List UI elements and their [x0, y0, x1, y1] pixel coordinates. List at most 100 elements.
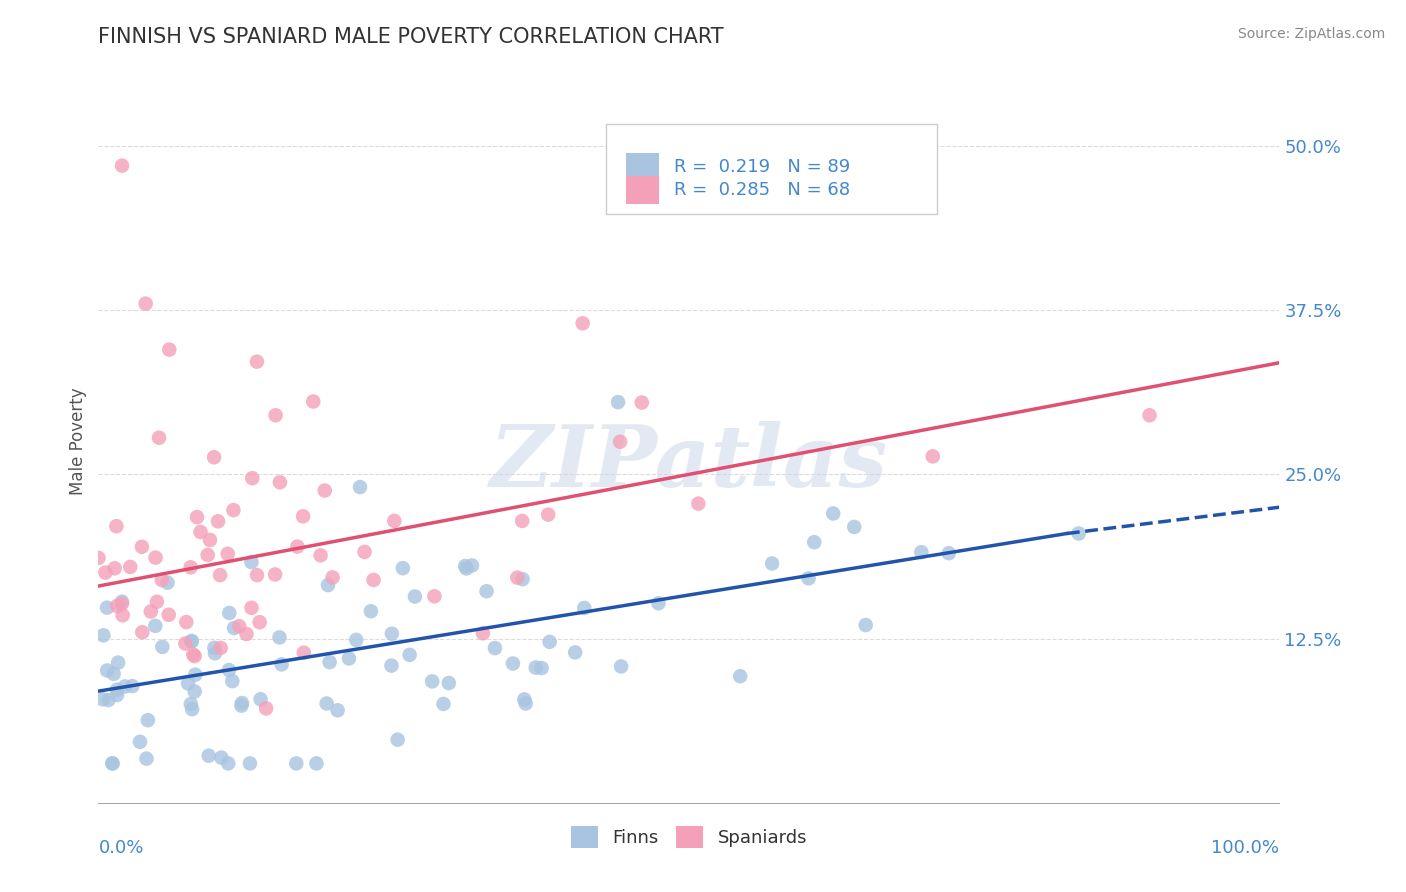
- Text: FINNISH VS SPANIARD MALE POVERTY CORRELATION CHART: FINNISH VS SPANIARD MALE POVERTY CORRELA…: [98, 27, 724, 46]
- Point: [285, 756, 308, 771]
- Point: [1139, 409, 1161, 423]
- Point: [97, 693, 120, 707]
- Point: [610, 659, 633, 673]
- Point: [111, 597, 134, 611]
- Point: [239, 756, 262, 771]
- Point: [269, 631, 291, 645]
- Point: [145, 550, 167, 565]
- Point: [571, 316, 593, 330]
- Point: [202, 640, 225, 655]
- Point: [938, 546, 960, 560]
- Point: [249, 692, 271, 706]
- Point: [315, 697, 337, 711]
- Point: [87, 550, 110, 565]
- Point: [387, 732, 409, 747]
- Point: [186, 510, 208, 524]
- Point: [910, 545, 932, 559]
- Point: [190, 524, 212, 539]
- Point: [101, 756, 124, 771]
- Point: [105, 682, 128, 697]
- Point: [609, 434, 631, 449]
- Point: [398, 648, 420, 662]
- Point: [456, 561, 478, 575]
- Text: R =  0.219   N = 89: R = 0.219 N = 89: [673, 158, 849, 176]
- Point: [264, 567, 287, 582]
- Point: [218, 663, 240, 677]
- Point: [360, 604, 382, 618]
- Text: Source: ZipAtlas.com: Source: ZipAtlas.com: [1237, 27, 1385, 41]
- Point: [797, 571, 820, 585]
- Y-axis label: Male Poverty: Male Poverty: [69, 388, 87, 495]
- Point: [471, 626, 494, 640]
- Point: [240, 471, 263, 485]
- Point: [302, 394, 325, 409]
- Point: [139, 605, 162, 619]
- Point: [823, 507, 845, 521]
- Point: [761, 557, 783, 571]
- Text: 100.0%: 100.0%: [1212, 838, 1279, 857]
- Point: [309, 549, 332, 563]
- Point: [131, 540, 153, 554]
- Point: [392, 561, 415, 575]
- Point: [94, 566, 117, 580]
- Point: [135, 296, 157, 310]
- Point: [240, 600, 263, 615]
- Point: [432, 697, 454, 711]
- Point: [423, 590, 446, 604]
- Point: [921, 450, 943, 464]
- Point: [254, 701, 277, 715]
- Point: [269, 475, 291, 490]
- Point: [202, 450, 225, 465]
- Point: [183, 684, 205, 698]
- Text: 0.0%: 0.0%: [98, 838, 143, 857]
- Point: [322, 570, 344, 584]
- Point: [180, 560, 202, 574]
- Point: [156, 575, 179, 590]
- Point: [103, 666, 125, 681]
- Point: [222, 621, 245, 635]
- Point: [150, 640, 173, 654]
- Point: [96, 664, 118, 678]
- Point: [180, 634, 202, 648]
- Point: [246, 568, 269, 582]
- Point: [231, 696, 253, 710]
- Point: [131, 625, 153, 640]
- Point: [530, 661, 553, 675]
- Point: [184, 667, 207, 681]
- Point: [157, 607, 180, 622]
- Point: [218, 606, 240, 620]
- Point: [630, 395, 652, 409]
- Point: [183, 649, 205, 664]
- Point: [111, 608, 134, 623]
- Point: [292, 509, 315, 524]
- Point: [240, 555, 263, 569]
- Point: [380, 658, 402, 673]
- Point: [101, 756, 124, 771]
- Point: [537, 508, 560, 522]
- Point: [176, 615, 198, 629]
- Point: [475, 584, 498, 599]
- Point: [381, 626, 404, 640]
- Point: [437, 676, 460, 690]
- Point: [285, 540, 308, 554]
- FancyBboxPatch shape: [606, 124, 936, 214]
- Point: [524, 660, 547, 674]
- Point: [209, 568, 232, 582]
- Point: [316, 578, 339, 592]
- Point: [382, 514, 405, 528]
- FancyBboxPatch shape: [626, 153, 659, 181]
- Point: [314, 483, 336, 498]
- Point: [305, 756, 328, 771]
- Point: [180, 634, 202, 648]
- Point: [111, 595, 134, 609]
- Point: [136, 713, 159, 727]
- Point: [502, 657, 524, 671]
- Point: [235, 627, 257, 641]
- Point: [209, 640, 232, 655]
- Point: [177, 676, 200, 690]
- Point: [150, 573, 173, 587]
- Point: [318, 655, 340, 669]
- FancyBboxPatch shape: [626, 177, 659, 204]
- Point: [1067, 526, 1090, 541]
- Point: [129, 735, 152, 749]
